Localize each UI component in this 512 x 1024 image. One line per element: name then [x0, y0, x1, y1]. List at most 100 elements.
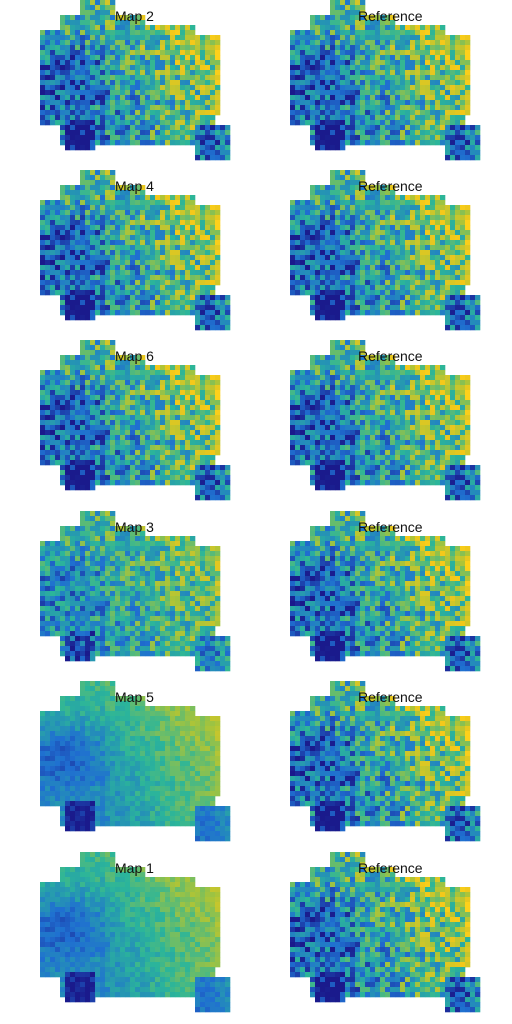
map-cell [130, 15, 136, 21]
map-cell [155, 240, 161, 246]
map-cell [120, 400, 126, 406]
map-cell [330, 285, 336, 291]
map-cell [315, 120, 321, 126]
map-cell [170, 85, 176, 91]
map-cell [180, 410, 186, 416]
map-cell [330, 260, 336, 266]
map-cell [215, 475, 221, 481]
map-cell [115, 125, 121, 131]
map-cell [140, 110, 146, 116]
map-cell [170, 440, 176, 446]
map-cell [400, 115, 406, 121]
map-cell [185, 255, 191, 261]
map-cell [215, 35, 221, 41]
map-cell [190, 280, 196, 286]
map-cell [70, 440, 76, 446]
map-cell [335, 210, 341, 216]
map-cell [205, 280, 211, 286]
map-cell [390, 140, 396, 146]
map-cell [370, 140, 376, 146]
map-cell [105, 110, 111, 116]
map-cell [300, 35, 306, 41]
map-cell [45, 455, 51, 461]
map-cell [70, 230, 76, 236]
map-cell [395, 195, 401, 201]
map-cell [120, 380, 126, 386]
map-cell [125, 465, 131, 471]
map-cell [45, 270, 51, 276]
map-cell [385, 310, 391, 316]
map-cell [340, 345, 346, 351]
map-cell [420, 120, 426, 126]
map-cell [110, 130, 116, 136]
map-cell [110, 100, 116, 106]
map-cell [315, 220, 321, 226]
map-cell [450, 155, 456, 161]
map-cell [110, 190, 116, 196]
map-cell [330, 340, 336, 346]
map-cell [90, 465, 96, 471]
map-cell [425, 290, 431, 296]
map-cell [305, 265, 311, 271]
map-cell [90, 220, 96, 226]
map-cell [180, 305, 186, 311]
map-cell [350, 385, 356, 391]
map-cell [115, 305, 121, 311]
map-cell [400, 375, 406, 381]
map-cell [370, 385, 376, 391]
map-cell [390, 200, 396, 206]
map-cell [370, 115, 376, 121]
map-cell [90, 445, 96, 451]
map-cell [465, 280, 471, 286]
map-cell [155, 415, 161, 421]
map-cell [100, 75, 106, 81]
map-cell [340, 70, 346, 76]
map-cell [465, 45, 471, 51]
map-cell [205, 310, 211, 316]
map-cell [140, 220, 146, 226]
map-cell [60, 140, 66, 146]
map-cell [325, 265, 331, 271]
map-cell [90, 280, 96, 286]
map-cell [130, 245, 136, 251]
map-cell [345, 60, 351, 66]
map-cell [440, 385, 446, 391]
map-cell [445, 35, 451, 41]
map-cell [70, 15, 76, 21]
map-cell [210, 115, 216, 121]
map-cell [375, 400, 381, 406]
map-cell [320, 280, 326, 286]
map-cell [135, 375, 141, 381]
map-cell [60, 120, 66, 126]
map-cell [155, 310, 161, 316]
map-cell [155, 140, 161, 146]
map-cell [105, 30, 111, 36]
map-cell [100, 230, 106, 236]
map-cell [40, 45, 46, 51]
map-cell [140, 260, 146, 266]
map-cell [170, 290, 176, 296]
map-cell [300, 75, 306, 81]
map-cell [330, 355, 336, 361]
map-cell [305, 85, 311, 91]
map-cell [75, 20, 81, 26]
map-cell [420, 130, 426, 136]
map-cell [345, 360, 351, 366]
map-cell [85, 40, 91, 46]
map-cell [125, 95, 131, 101]
map-cell [115, 20, 121, 26]
map-cell [430, 220, 436, 226]
map-cell [335, 10, 341, 16]
map-cell [210, 220, 216, 226]
map-cell [115, 70, 121, 76]
map-cell [130, 390, 136, 396]
map-cell [130, 190, 136, 196]
map-cell [70, 305, 76, 311]
map-cell [425, 200, 431, 206]
map-cell [335, 180, 341, 186]
map-cell [55, 210, 61, 216]
map-cell [345, 195, 351, 201]
map-cell [150, 415, 156, 421]
map-cell [435, 80, 441, 86]
map-cell [115, 50, 121, 56]
